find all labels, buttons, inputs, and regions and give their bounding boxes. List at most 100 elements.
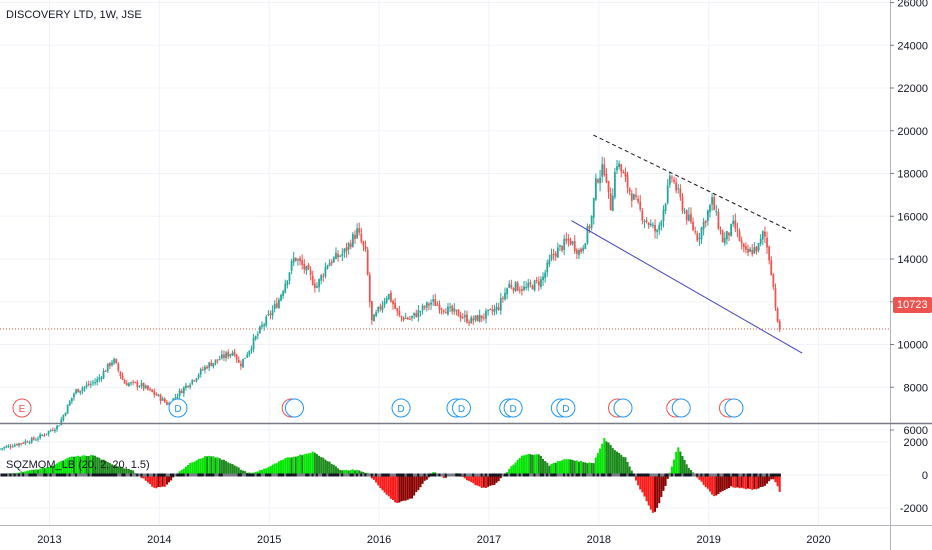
- event-marker-label: E: [19, 404, 26, 415]
- dividend-marker[interactable]: D: [503, 398, 523, 418]
- candle: [613, 167, 616, 200]
- momentum-bar: [337, 468, 340, 475]
- candle: [542, 272, 544, 286]
- candle-body: [62, 415, 65, 421]
- event-marker-circle[interactable]: [613, 398, 633, 418]
- squeeze-dot: [586, 473, 589, 477]
- candle: [590, 215, 593, 231]
- event-marker-circle[interactable]: [556, 398, 576, 418]
- candle-body: [159, 394, 162, 401]
- squeeze-dot: [298, 473, 302, 477]
- squeeze-dot: [379, 473, 382, 477]
- momentum-bar: [493, 475, 496, 485]
- candle: [588, 224, 591, 234]
- dividend-marker[interactable]: [613, 398, 633, 418]
- event-marker-circle[interactable]: [12, 398, 32, 418]
- squeeze-dot: [121, 473, 124, 477]
- candle: [478, 309, 481, 323]
- momentum-bar: [349, 469, 352, 475]
- momentum-bar: [159, 475, 162, 488]
- y-tick-label: 24000: [897, 40, 928, 52]
- candle: [351, 232, 354, 248]
- momentum-bar: [618, 452, 621, 475]
- candle: [163, 397, 166, 403]
- candle-body: [546, 262, 549, 273]
- squeeze-dot: [425, 473, 429, 477]
- dividend-marker[interactable]: D: [556, 398, 576, 418]
- dividend-marker[interactable]: [284, 398, 304, 418]
- momentum-bar: [358, 470, 361, 475]
- earnings-marker[interactable]: E: [12, 398, 32, 418]
- candle-body: [609, 193, 612, 211]
- candle-body: [673, 179, 675, 182]
- candle-body: [768, 246, 771, 261]
- candle-body: [764, 231, 766, 237]
- event-marker-circle[interactable]: [724, 398, 744, 418]
- squeeze-dot: [313, 473, 317, 477]
- trendlines[interactable]: [571, 134, 803, 354]
- candle: [599, 169, 601, 192]
- candle: [768, 245, 771, 265]
- candle-body: [239, 363, 242, 367]
- momentum-bar: [307, 453, 310, 475]
- momentum-bar: [170, 475, 173, 481]
- squeeze-dot: [62, 473, 65, 477]
- squeeze-dot: [24, 473, 27, 477]
- squeeze-dot: [753, 473, 756, 477]
- momentum-bar: [75, 456, 78, 475]
- squeeze-dot: [231, 473, 234, 477]
- squeeze-dot: [51, 473, 55, 477]
- dividend-marker[interactable]: [724, 398, 744, 418]
- candle-body: [20, 443, 23, 445]
- candle: [504, 287, 506, 301]
- candle-body: [356, 228, 358, 239]
- candle-body: [28, 442, 31, 444]
- support-trendline[interactable]: [571, 220, 803, 354]
- dividend-marker[interactable]: [671, 398, 691, 418]
- momentum-bar: [45, 467, 48, 475]
- momentum-bar: [472, 475, 475, 484]
- momentum-bar: [218, 458, 221, 475]
- candle: [459, 311, 462, 322]
- candle-body: [521, 289, 523, 291]
- candle: [732, 214, 735, 227]
- event-marker-circle[interactable]: [391, 398, 411, 418]
- event-marker-circle[interactable]: [671, 398, 691, 418]
- momentum-bar: [373, 475, 376, 480]
- candle: [149, 387, 151, 392]
- indicator-label[interactable]: SQZMOM_LB (20, 2, 20, 1.5): [6, 459, 150, 471]
- momentum-bar: [596, 453, 599, 475]
- candle: [540, 276, 542, 290]
- candle-body: [252, 338, 255, 350]
- candle-body: [613, 172, 616, 198]
- symbol-title[interactable]: DISCOVERY LTD, 1W, JSE: [6, 9, 142, 21]
- candle: [237, 356, 240, 364]
- candle: [370, 300, 373, 325]
- momentum-bar: [751, 475, 754, 490]
- momentum-bar: [326, 461, 329, 475]
- dividend-marker[interactable]: D: [451, 398, 471, 418]
- resistance-trendline[interactable]: [593, 134, 792, 232]
- event-marker-circle[interactable]: [451, 398, 471, 418]
- candle: [358, 222, 361, 236]
- dividend-marker[interactable]: D: [391, 398, 411, 418]
- momentum-bar: [770, 475, 773, 480]
- candle-body: [738, 231, 741, 241]
- event-marker-circle[interactable]: [168, 398, 188, 418]
- dividend-marker[interactable]: D: [168, 398, 188, 418]
- event-marker-circle[interactable]: [503, 398, 523, 418]
- candle-body: [191, 379, 194, 384]
- event-marker-circle[interactable]: [284, 398, 304, 418]
- candle-body: [436, 304, 439, 306]
- momentum-bar: [64, 459, 67, 475]
- candle: [286, 280, 289, 289]
- squeeze-dot: [9, 473, 12, 477]
- momentum-bar: [675, 451, 678, 475]
- candle-body: [390, 292, 392, 302]
- momentum-bar: [757, 475, 760, 489]
- momentum-bar: [656, 475, 659, 508]
- candle: [597, 178, 599, 184]
- event-markers[interactable]: EDEDDDDEEE: [12, 398, 744, 418]
- momentum-bar: [254, 471, 257, 475]
